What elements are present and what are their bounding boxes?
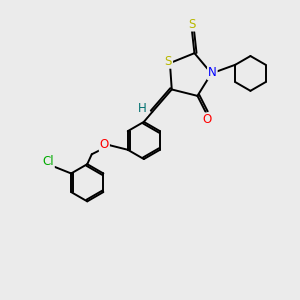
Text: O: O: [100, 138, 109, 151]
Text: Cl: Cl: [42, 155, 54, 168]
Text: H: H: [138, 102, 147, 115]
Text: S: S: [165, 55, 172, 68]
Text: S: S: [188, 18, 196, 31]
Text: O: O: [203, 113, 212, 126]
Text: N: N: [208, 66, 217, 79]
